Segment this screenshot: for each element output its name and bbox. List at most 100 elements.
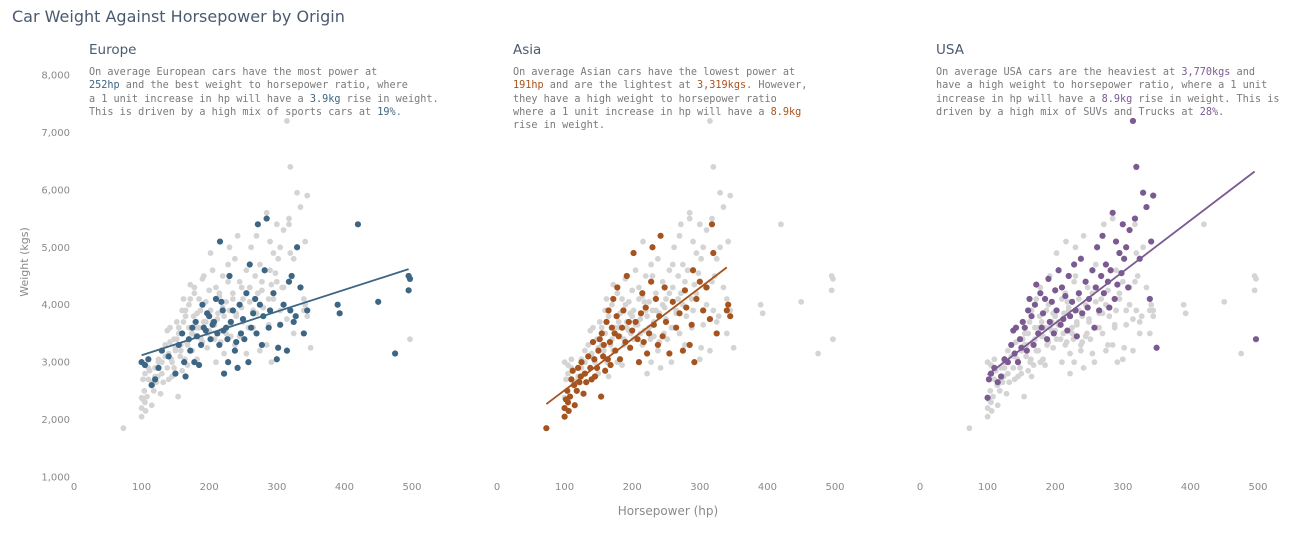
background-point [1099,330,1106,337]
background-point [138,413,145,420]
background-point [142,408,149,414]
data-point-europe [220,370,228,377]
data-point-asia [581,370,588,377]
annotation-text: and are the lightest at [543,80,698,92]
background-point [649,307,656,314]
background-point [248,244,255,251]
data-point-europe [287,307,294,314]
background-point [265,296,272,302]
background-point [191,284,198,291]
background-point [717,244,723,251]
background-point [1069,324,1075,331]
data-point-asia [646,330,653,337]
data-point-europe [265,324,272,331]
data-point-asia [713,330,720,337]
background-point [1071,278,1078,285]
data-point-usa [1030,341,1037,349]
background-point [215,310,221,317]
background-point [590,324,596,331]
background-point [1082,333,1089,340]
background-point [157,390,164,397]
data-point-usa [1118,270,1125,277]
background-point [757,301,764,308]
data-point-asia [643,350,651,357]
annotation-highlight: 3.9kg [309,93,341,105]
background-point [158,370,165,377]
background-point [720,284,727,291]
data-point-europe [193,333,201,340]
data-point-asia [600,353,607,360]
data-point-asia [607,361,614,369]
background-point [654,347,661,354]
data-point-asia [620,307,627,314]
data-point-europe [239,315,247,323]
background-point [710,307,717,314]
annotation-highlight: 252hp [89,80,120,92]
annotation-text: driven by a high mix of SUVs and Trucks … [936,106,1200,118]
background-point [171,364,177,371]
background-point [988,408,995,414]
background-point [175,324,182,331]
background-point [1067,370,1073,377]
background-point [675,296,682,302]
data-point-europe [152,376,159,383]
background-point [759,310,766,317]
background-point [1113,267,1119,274]
data-point-usa [1133,163,1140,170]
data-point-usa [1035,330,1042,337]
background-point [196,296,202,302]
data-point-europe [258,341,266,349]
background-point [407,336,413,343]
data-point-asia [725,301,732,308]
data-point-usa [1025,307,1032,314]
annotation-line: driven by a high mix of SUVs and Trucks … [936,106,1279,119]
annotation-text: . [395,106,402,118]
background-point [1098,296,1105,302]
annotation-line: increase in hp will have a 8.9kg rise in… [936,93,1279,106]
background-point [1134,273,1141,279]
data-point-europe [172,370,179,377]
background-point [659,278,666,285]
annotation-line: On average European cars have the most p… [89,66,439,79]
data-point-usa [1050,330,1057,337]
data-point-europe [210,318,218,326]
background-point [999,379,1006,386]
background-point [987,387,994,394]
background-point [1092,298,1099,305]
background-point [277,244,284,251]
annotation-line: This is driven by a high mix of sports c… [89,106,439,119]
background-point [798,298,805,305]
background-point [815,350,821,357]
background-point [1080,232,1087,239]
background-point [1123,307,1130,314]
background-point [191,290,198,297]
x-tick-label: 400 [758,482,777,493]
background-point [304,192,311,199]
data-point-asia [614,284,621,291]
data-point-asia [580,390,587,397]
background-point [1133,307,1140,314]
data-point-asia [657,232,664,239]
background-point [715,313,722,320]
annotation-highlight: 3,770kgs [1181,67,1231,78]
x-tick-label: 500 [825,482,844,493]
data-point-asia [595,347,602,354]
background-point [707,118,713,124]
background-point [644,313,650,320]
panel-asia: 0 100 200 300 400 500 Asia [494,42,845,493]
x-tick-label: 400 [1181,482,1200,493]
background-point [698,344,705,351]
background-point [619,362,625,368]
background-point [1077,347,1084,354]
data-point-europe [243,290,250,297]
data-point-europe [290,318,297,326]
data-point-usa [1026,295,1033,303]
background-point [169,359,175,366]
background-point [246,298,253,305]
data-point-asia [603,318,610,326]
data-point-asia [596,336,603,343]
background-point [1092,261,1099,268]
background-point [209,267,216,274]
data-point-asia [605,307,612,314]
data-point-asia [634,336,641,343]
